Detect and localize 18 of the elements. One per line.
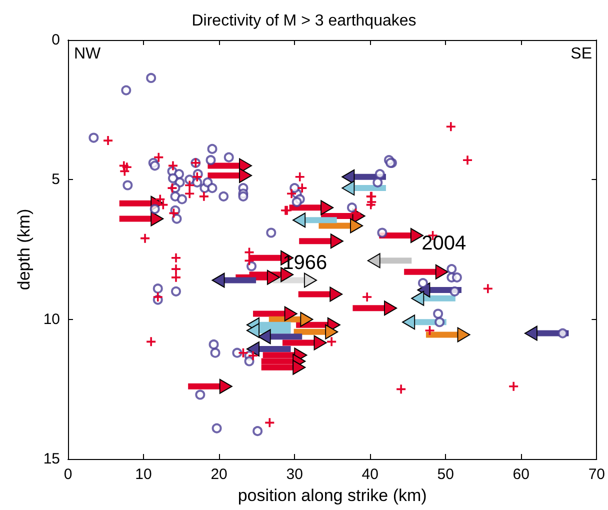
annotation: SE	[570, 46, 592, 62]
y-axis-title: depth (km)	[14, 208, 34, 290]
x-tick-label: 0	[64, 466, 72, 483]
y-tick-label: 15	[43, 450, 60, 468]
annotation: NW	[74, 46, 102, 62]
x-tick-label: 10	[135, 466, 152, 483]
x-tick-label: 30	[286, 466, 303, 483]
x-tick-label: 40	[362, 466, 378, 483]
x-axis-title: position along strike (km)	[238, 486, 427, 505]
y-tick-label: 5	[52, 171, 60, 188]
y-tick-label: 10	[43, 310, 60, 328]
x-tick-label: 20	[210, 466, 228, 483]
chart-title: Directivity of M > 3 earthquakes	[192, 12, 416, 30]
annotation: 2004	[422, 232, 466, 255]
x-tick-label: 50	[437, 466, 454, 483]
y-tick-label: 0	[52, 32, 60, 48]
x-tick-label: 60	[512, 466, 530, 483]
x-tick-label: 70	[588, 466, 605, 483]
